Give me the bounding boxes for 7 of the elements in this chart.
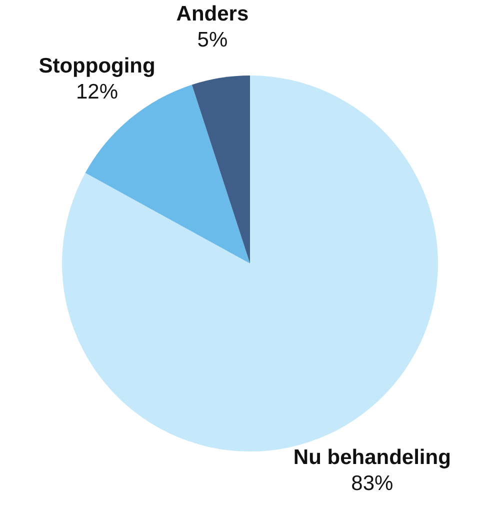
pie-slice bbox=[192, 76, 250, 264]
data-label: 12% bbox=[76, 80, 118, 104]
data-label: 83% bbox=[351, 472, 394, 496]
slice-label: Anders bbox=[176, 2, 249, 26]
data-label: 5% bbox=[197, 28, 228, 52]
slice-label: Nu behandeling bbox=[293, 446, 451, 470]
slice-label: Stoppoging bbox=[38, 54, 156, 78]
